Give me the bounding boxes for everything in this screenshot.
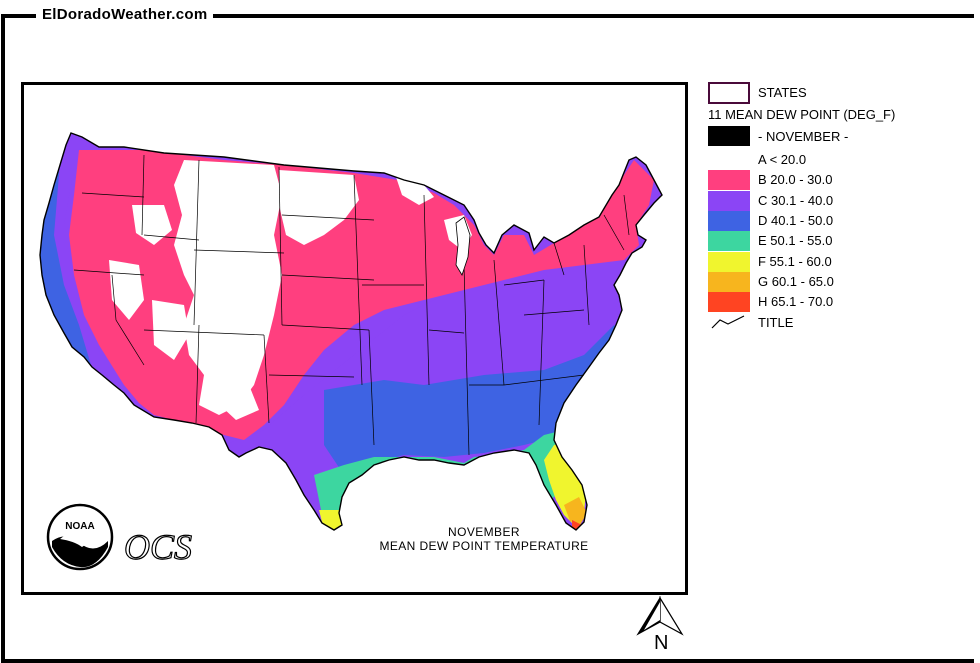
map-caption: NOVEMBER MEAN DEW POINT TEMPERATURE: [334, 525, 634, 553]
map-panel: NOVEMBER MEAN DEW POINT TEMPERATURE NOAA…: [21, 82, 688, 595]
title-label: TITLE: [758, 315, 794, 330]
legend-states[interactable]: STATES: [706, 80, 976, 104]
site-title[interactable]: ElDoradoWeather.com: [36, 6, 214, 24]
north-arrow-icon: [636, 596, 684, 636]
legend-class-label: B 20.0 - 30.0: [758, 172, 833, 188]
legend-class-row: C 30.1 - 40.0: [706, 190, 976, 211]
legend-class-label: A < 20.0: [758, 152, 807, 167]
legend-variable: 11 MEAN DEW POINT (DEG_F): [708, 107, 978, 127]
caption-month: NOVEMBER: [448, 525, 520, 539]
legend-class-row: E 50.1 - 55.0: [706, 231, 976, 252]
states-label: STATES: [758, 85, 807, 100]
legend-class-label: G 60.1 - 65.0: [758, 273, 834, 289]
legend-class-label: F 55.1 - 60.0: [758, 253, 832, 269]
legend-class-row: A < 20.0: [706, 150, 976, 170]
variable-label: 11 MEAN DEW POINT (DEG_F): [708, 107, 896, 122]
legend-class-swatch: [708, 150, 750, 170]
noaa-logo-text: NOAA: [65, 521, 94, 532]
legend-class-swatch: [708, 271, 750, 292]
legend-class-row: F 55.1 - 60.0: [706, 251, 976, 272]
legend-class-row: D 40.1 - 50.0: [706, 210, 976, 231]
legend-class-label: H 65.1 - 70.0: [758, 294, 834, 310]
legend-title: TITLE: [706, 312, 976, 332]
caption-title: MEAN DEW POINT TEMPERATURE: [379, 539, 589, 553]
month-label: - NOVEMBER -: [758, 129, 849, 144]
legend-class-swatch: [708, 210, 750, 231]
title-line-icon: [711, 315, 745, 329]
month-swatch: [708, 126, 750, 146]
legend-class-label: E 50.1 - 55.0: [758, 233, 833, 249]
state-borders: [73, 154, 630, 456]
legend-class-row: H 65.1 - 70.0: [706, 292, 976, 313]
states-swatch: [708, 82, 750, 104]
noaa-ocs-logo: NOAA OCS: [46, 503, 193, 571]
ocs-logo-text: OCS: [124, 527, 192, 567]
page-frame: [1, 14, 974, 663]
legend-class-swatch: [708, 170, 750, 191]
legend-class-label: D 40.1 - 50.0: [758, 212, 834, 228]
north-label: N: [654, 632, 669, 654]
us-dew-point-map: [39, 132, 663, 531]
legend-class-swatch: [708, 190, 750, 211]
legend-class-label: C 30.1 - 40.0: [758, 192, 834, 208]
legend-class-swatch: [708, 251, 750, 272]
legend-class-row: B 20.0 - 30.0: [706, 170, 976, 191]
lake-michigan-water: [455, 216, 471, 276]
legend-class-swatch: [708, 231, 750, 252]
legend-class-row: G 60.1 - 65.0: [706, 271, 976, 292]
legend-class-swatch: [708, 292, 750, 313]
legend-month: - NOVEMBER -: [706, 126, 976, 146]
